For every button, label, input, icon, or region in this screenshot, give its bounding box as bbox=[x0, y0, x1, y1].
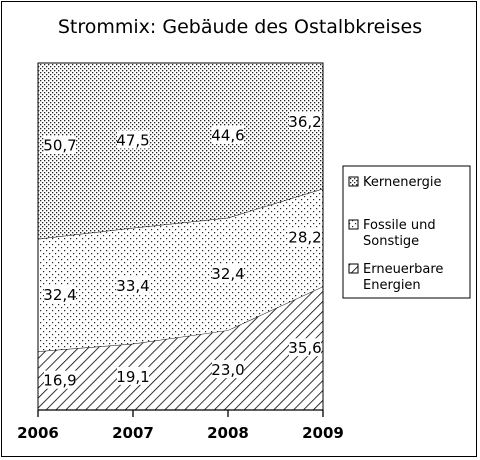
legend-label: Kernenergie bbox=[363, 175, 441, 190]
data-label: 35,6 bbox=[288, 338, 322, 357]
data-label: 16,9 bbox=[43, 370, 77, 390]
legend-label: Fossile und bbox=[363, 218, 436, 233]
data-label: 23,0 bbox=[211, 360, 245, 379]
legend-swatch bbox=[348, 219, 359, 230]
svg-text:32,4: 32,4 bbox=[211, 265, 244, 283]
area-fossile-und-sonstige bbox=[38, 188, 323, 352]
legend-label: Energien bbox=[363, 278, 421, 293]
x-tick-label: 2006 bbox=[17, 424, 59, 442]
legend-label: Sonstige bbox=[363, 234, 419, 249]
x-tick-label: 2007 bbox=[112, 424, 154, 442]
data-label: 44,6 bbox=[211, 125, 245, 145]
legend-swatch bbox=[348, 176, 359, 187]
data-label: 32,4 bbox=[211, 263, 245, 283]
data-label: 28,2 bbox=[288, 227, 322, 247]
area-erneuerbare-energien bbox=[38, 286, 323, 410]
svg-text:19,1: 19,1 bbox=[116, 368, 149, 386]
svg-text:32,4: 32,4 bbox=[43, 286, 76, 304]
series-boundary-line bbox=[37, 286, 324, 352]
legend-swatch bbox=[348, 263, 359, 274]
chart-title: Strommix: Gebäude des Ostalbkreises bbox=[57, 16, 423, 38]
svg-text:16,9: 16,9 bbox=[43, 372, 76, 390]
data-label: 50,7 bbox=[43, 135, 77, 155]
data-label: 36,2 bbox=[288, 112, 322, 131]
data-label: 33,4 bbox=[116, 275, 150, 295]
svg-text:44,6: 44,6 bbox=[211, 127, 244, 145]
svg-text:47,5: 47,5 bbox=[116, 131, 149, 149]
data-label: 32,4 bbox=[43, 285, 77, 304]
svg-text:50,7: 50,7 bbox=[43, 137, 76, 155]
x-tick-label: 2008 bbox=[207, 424, 249, 442]
area-kernenergie bbox=[38, 63, 323, 239]
svg-text:23,0: 23,0 bbox=[211, 361, 244, 379]
data-label: 19,1 bbox=[116, 366, 150, 386]
svg-text:28,2: 28,2 bbox=[288, 229, 321, 247]
x-tick-label: 2009 bbox=[302, 424, 344, 442]
svg-text:36,2: 36,2 bbox=[288, 113, 321, 131]
svg-text:35,6: 35,6 bbox=[288, 339, 321, 357]
data-label: 47,5 bbox=[116, 130, 150, 149]
legend-box bbox=[342, 165, 471, 299]
svg-text:33,4: 33,4 bbox=[116, 277, 149, 295]
legend-label: Erneuerbare bbox=[363, 262, 443, 277]
legend-item: Kernenergie bbox=[348, 175, 441, 190]
